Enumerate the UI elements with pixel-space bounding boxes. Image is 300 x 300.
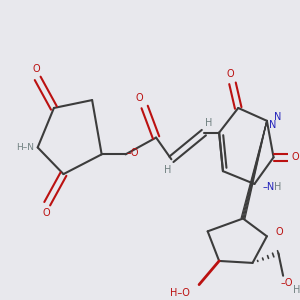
Text: O: O [227, 69, 234, 80]
Text: –O: –O [281, 278, 293, 288]
Text: O: O [275, 227, 283, 237]
Text: –N: –N [262, 182, 274, 192]
Text: H–N: H–N [16, 143, 34, 152]
Text: H: H [293, 285, 300, 295]
Text: N: N [269, 120, 276, 130]
Text: H: H [205, 118, 212, 128]
Text: O: O [292, 152, 299, 162]
Text: H: H [164, 165, 171, 175]
Text: –O: –O [127, 148, 139, 158]
Text: H: H [274, 182, 281, 192]
Text: O: O [33, 64, 40, 74]
Text: O: O [43, 208, 50, 218]
Text: O: O [135, 93, 143, 103]
Text: H–O: H–O [169, 287, 190, 298]
Text: N: N [274, 112, 281, 122]
